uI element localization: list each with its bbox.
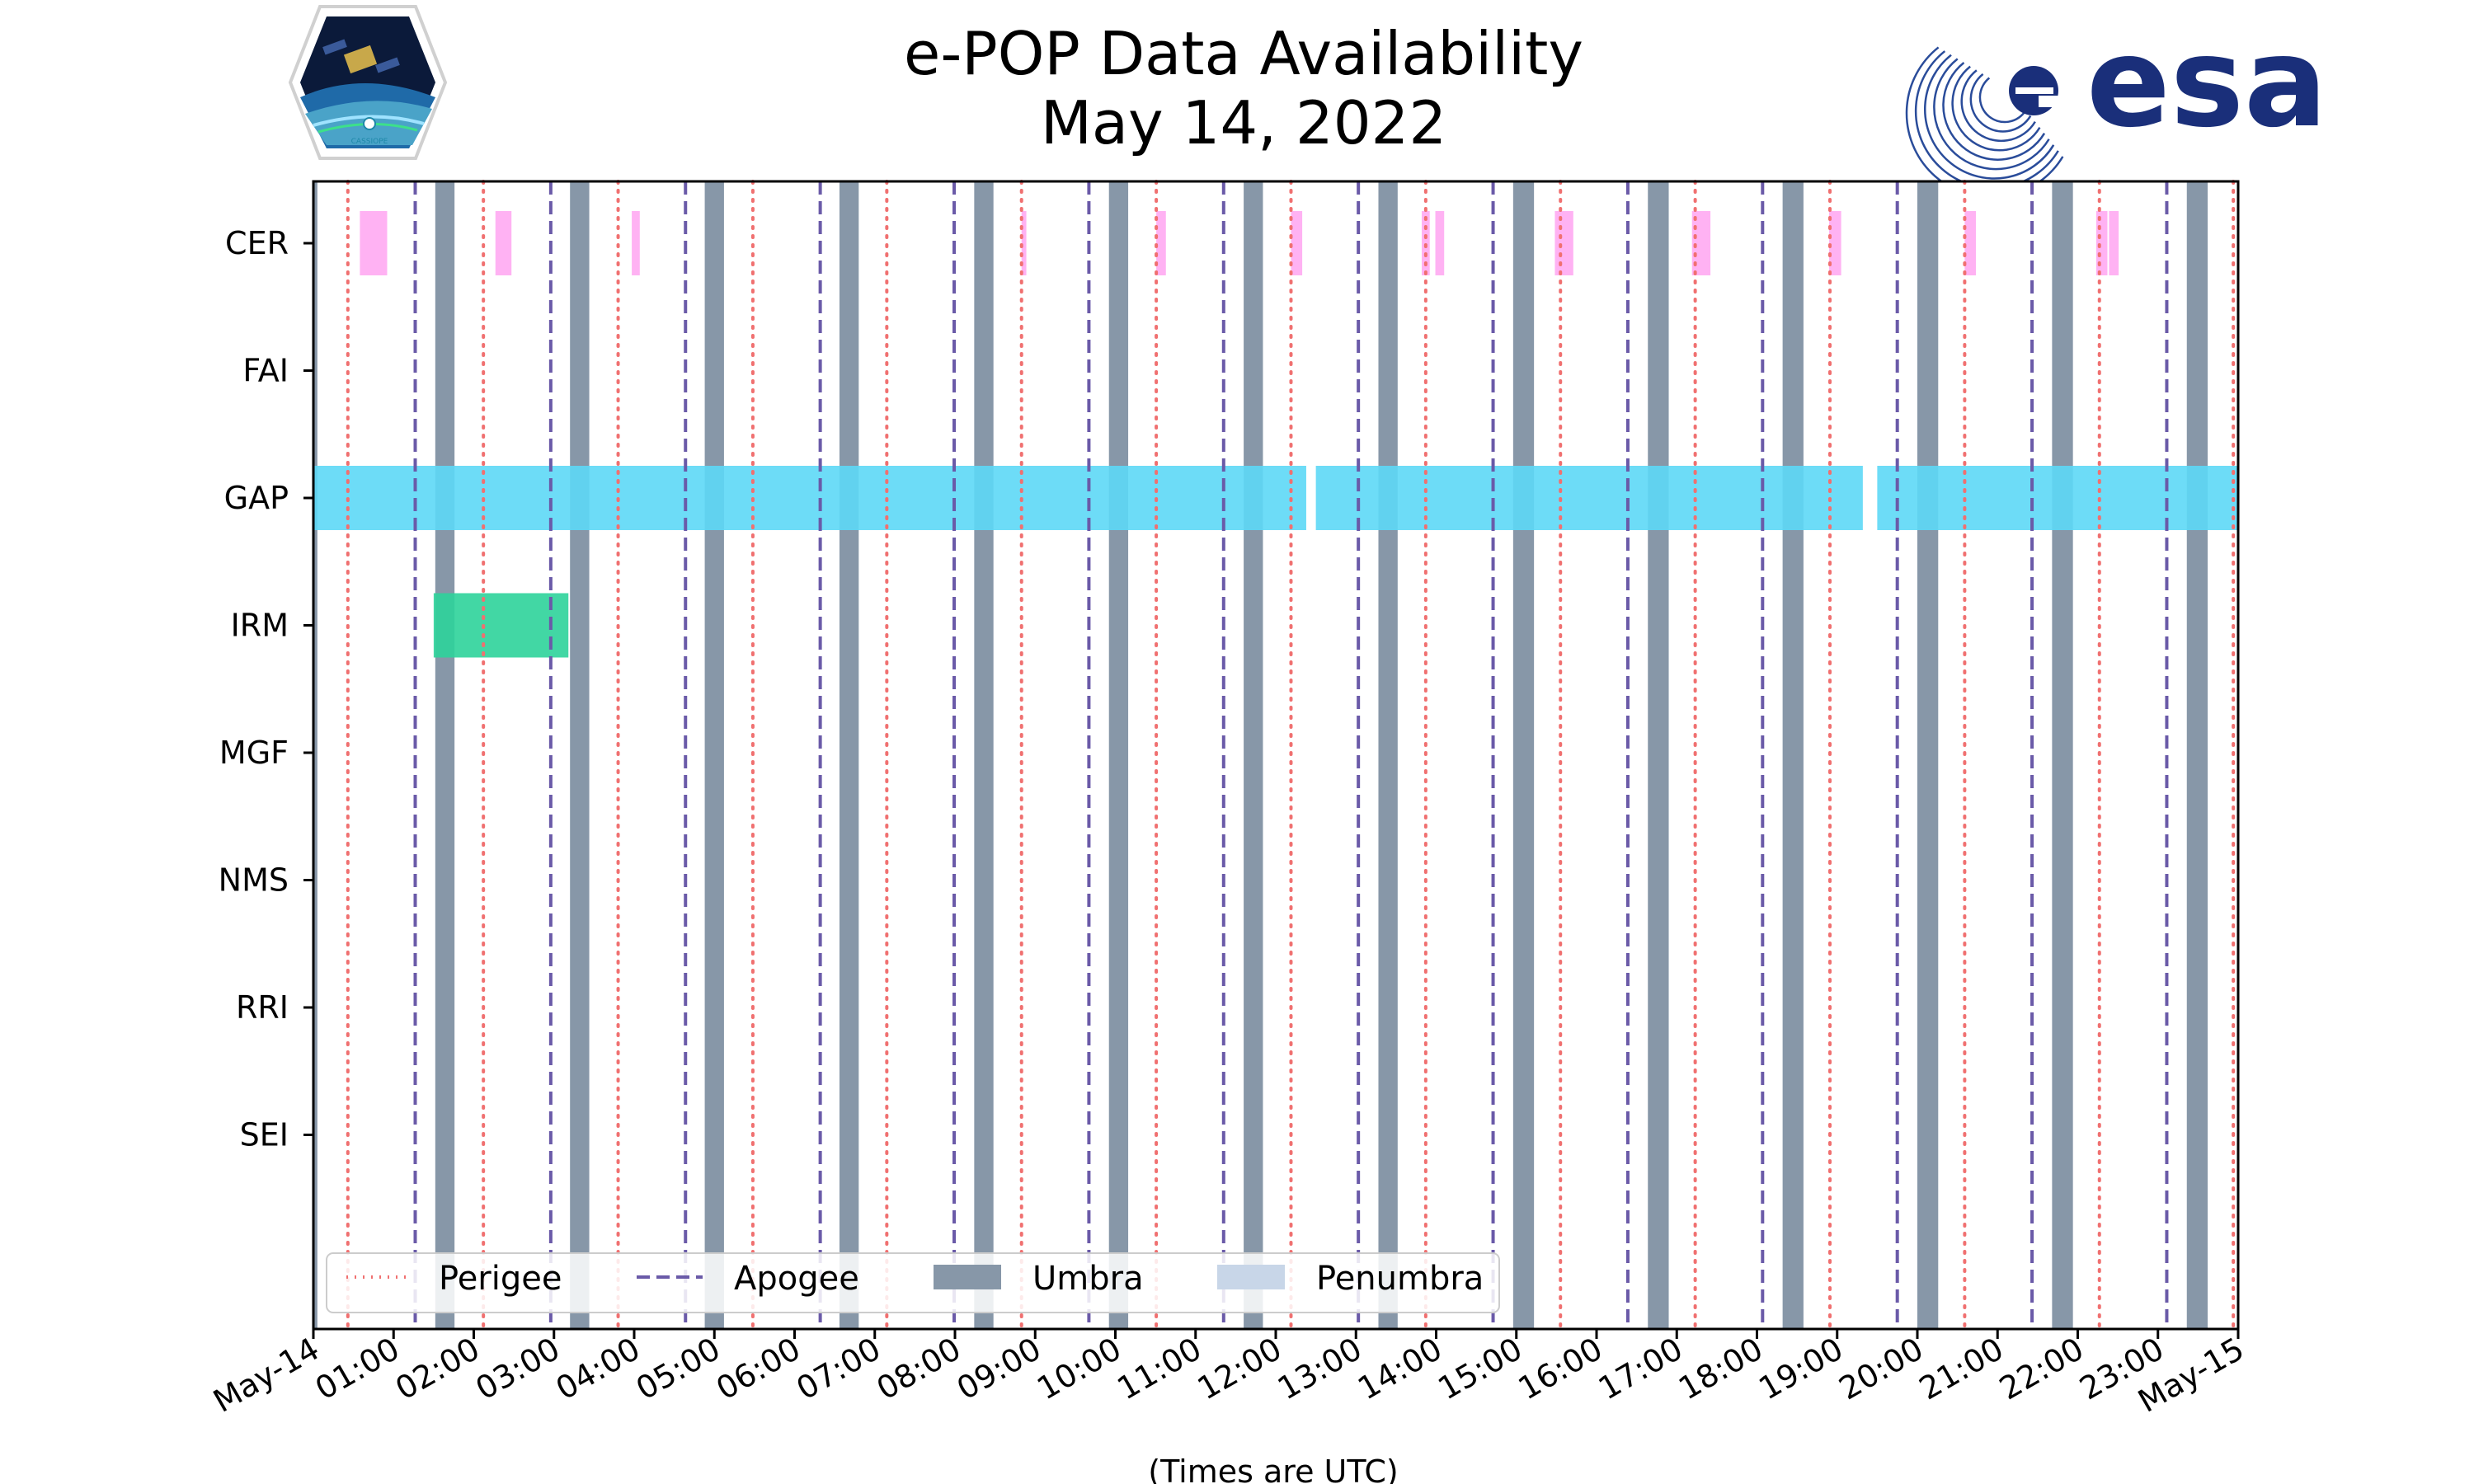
legend: Perigee Apogee Umbra Penumbra bbox=[326, 1252, 1500, 1313]
legend-penumbra-label: Penumbra bbox=[1316, 1260, 1484, 1298]
xtick-label-14: 14:00 bbox=[1352, 1331, 1448, 1407]
xtick-label-22: 22:00 bbox=[1993, 1331, 2090, 1407]
cer-availability-bar-8 bbox=[1554, 211, 1573, 275]
esa-arc-0 bbox=[1978, 77, 2027, 124]
xtick-label-16: 16:00 bbox=[1512, 1331, 1609, 1407]
xtick-label-15: 15:00 bbox=[1432, 1331, 1528, 1407]
umbra-band-10 bbox=[1648, 181, 1669, 1329]
umbra-band-11 bbox=[1782, 181, 1804, 1329]
cer-availability-bar-11 bbox=[1964, 211, 1976, 275]
legend-penumbra-patch bbox=[1217, 1265, 1285, 1289]
x-axis-label: (Times are UTC) bbox=[1148, 1453, 1398, 1484]
cer-availability-bar-0 bbox=[360, 211, 388, 275]
legend-apogee-label: Apogee bbox=[734, 1260, 859, 1298]
xtick-label-7: 07:00 bbox=[790, 1331, 887, 1407]
esa-arc-6 bbox=[1923, 54, 2055, 180]
ytick-label-irm: IRM bbox=[231, 608, 289, 644]
umbra-band-12 bbox=[1917, 181, 1939, 1329]
cer-availability-bar-3 bbox=[1021, 211, 1027, 275]
xtick-label-18: 18:00 bbox=[1672, 1331, 1769, 1407]
umbra-band-13 bbox=[2052, 181, 2073, 1329]
ytick-label-rri: RRI bbox=[236, 989, 289, 1026]
xtick-label-3: 03:00 bbox=[469, 1331, 566, 1407]
ytick-label-sei: SEI bbox=[240, 1117, 289, 1153]
cer-availability-bar-4 bbox=[1156, 211, 1166, 275]
cer-availability-bar-12 bbox=[2095, 211, 2108, 275]
umbra-band-4 bbox=[839, 181, 859, 1329]
xtick-label-17: 17:00 bbox=[1592, 1331, 1689, 1407]
esa-e-gap bbox=[2039, 96, 2060, 107]
xtick-label-12: 12:00 bbox=[1192, 1331, 1288, 1407]
xtick-label-10: 10:00 bbox=[1031, 1331, 1127, 1407]
legend-umbra-label: Umbra bbox=[1032, 1260, 1144, 1298]
legend-umbra-patch bbox=[934, 1265, 1001, 1289]
xtick-label-8: 08:00 bbox=[871, 1331, 967, 1407]
umbra-band-6 bbox=[1108, 181, 1129, 1329]
irm-availability-bar-0 bbox=[433, 593, 569, 658]
umbra-band-0 bbox=[313, 181, 317, 1329]
xtick-label-0: May-14 bbox=[207, 1331, 325, 1420]
xtick-label-19: 19:00 bbox=[1752, 1331, 1849, 1407]
cassiope-logo-icon: CASSIOPE bbox=[288, 5, 448, 160]
xtick-label-6: 06:00 bbox=[710, 1331, 807, 1407]
xtick-label-11: 11:00 bbox=[1111, 1331, 1207, 1407]
esa-arc-5 bbox=[1933, 58, 2050, 171]
umbra-band-1 bbox=[435, 181, 455, 1329]
umbra-band-5 bbox=[974, 181, 994, 1329]
gap-availability-bar-0 bbox=[313, 466, 1306, 530]
umbra-band-7 bbox=[1244, 181, 1263, 1329]
xtick-label-20: 20:00 bbox=[1833, 1331, 1930, 1407]
xtick-label-2: 02:00 bbox=[389, 1331, 486, 1407]
plot-area: CER FAI GAP IRM MGF NMS RRI SEI May-1401:0002:0… bbox=[207, 180, 2251, 1420]
cer-availability-bar-5 bbox=[1291, 211, 1303, 275]
esa-arc-3 bbox=[1951, 65, 2041, 152]
xtick-label-13: 13:00 bbox=[1272, 1331, 1368, 1407]
esa-arc-1 bbox=[1969, 73, 2032, 133]
chart-title: e-POP Data Availability bbox=[904, 19, 1583, 88]
cer-availability-bar-10 bbox=[1829, 211, 1841, 275]
umbra-band-14 bbox=[2186, 181, 2208, 1329]
ytick-label-nms: NMS bbox=[219, 862, 289, 899]
gap-availability-bar-2 bbox=[1877, 466, 2238, 530]
chart-subtitle: May 14, 2022 bbox=[1041, 88, 1446, 157]
xtick-label-21: 21:00 bbox=[1913, 1331, 2010, 1407]
legend-frame bbox=[326, 1252, 1500, 1313]
xtick-label-5: 05:00 bbox=[630, 1331, 727, 1407]
ytick-label-fai: FAI bbox=[242, 353, 289, 389]
xtick-label-4: 04:00 bbox=[550, 1331, 647, 1407]
cer-availability-bar-6 bbox=[1421, 211, 1430, 275]
ytick-label-mgf: MGF bbox=[219, 735, 289, 771]
cer-availability-bar-2 bbox=[632, 211, 640, 275]
umbra-band-2 bbox=[570, 181, 590, 1329]
gap-availability-bar-1 bbox=[1315, 466, 1863, 530]
esa-logo-text: esa bbox=[2086, 12, 2327, 155]
esa-arc-2 bbox=[1960, 69, 2036, 143]
cer-availability-bar-7 bbox=[1435, 211, 1445, 275]
cer-availability-bar-1 bbox=[495, 211, 512, 275]
cassiope-logo-text: CASSIOPE bbox=[351, 138, 388, 146]
umbra-band-3 bbox=[704, 181, 724, 1329]
esa-logo-icon: esa bbox=[1905, 12, 2327, 199]
ytick-label-cer: CER bbox=[225, 225, 289, 261]
ytick-label-gap: GAP bbox=[224, 480, 289, 516]
esa-arc-7 bbox=[1914, 50, 2059, 190]
xtick-label-9: 09:00 bbox=[951, 1331, 1047, 1407]
esa-arc-4 bbox=[1942, 61, 2046, 161]
umbra-band-9 bbox=[1512, 181, 1535, 1329]
xtick-label-1: 01:00 bbox=[309, 1331, 406, 1407]
legend-perigee-label: Perigee bbox=[439, 1260, 562, 1298]
cer-availability-bar-13 bbox=[2109, 211, 2119, 275]
umbra-band-8 bbox=[1378, 181, 1398, 1329]
esa-e-bar bbox=[2015, 87, 2053, 94]
